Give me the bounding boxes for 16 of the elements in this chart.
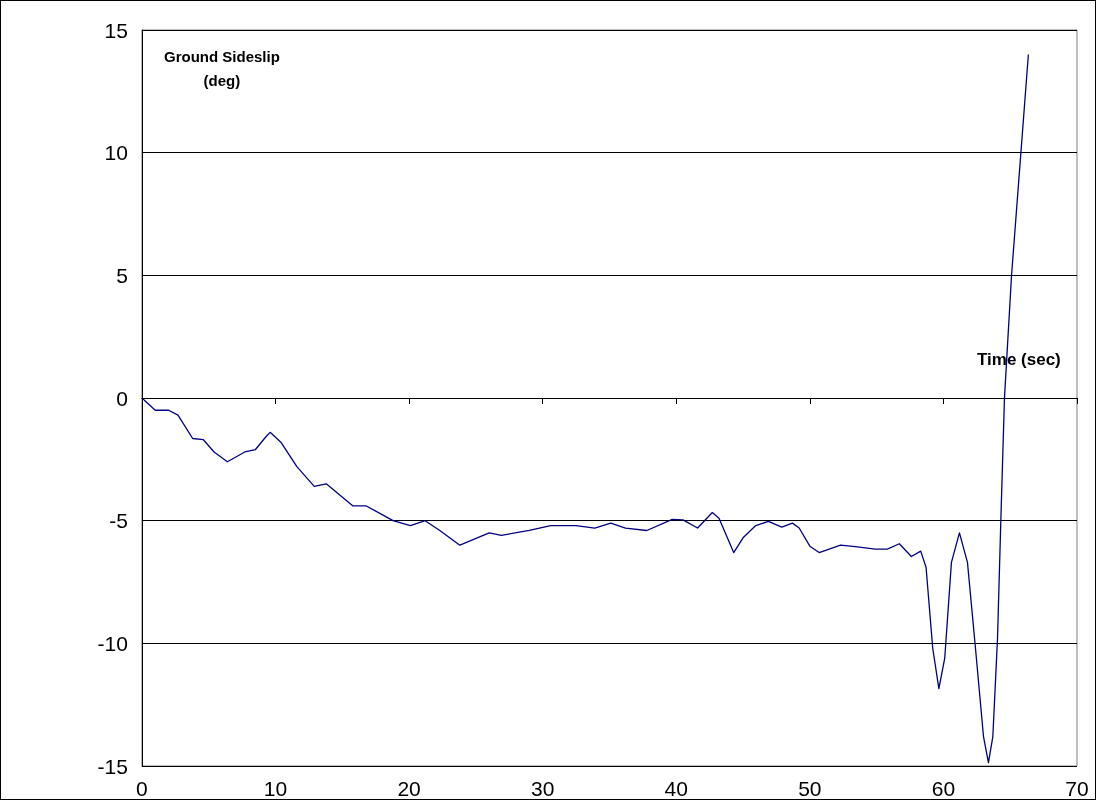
- x-tick-label: 60: [931, 777, 956, 800]
- x-tick-label: 20: [397, 777, 421, 800]
- y-tick-label: 0: [116, 386, 128, 410]
- y-tick-label: -15: [97, 754, 128, 778]
- y-tick-label: 10: [104, 141, 128, 165]
- y-tick-label: -10: [97, 631, 128, 655]
- x-tick-label: 70: [1065, 777, 1089, 800]
- x-tick-label: 30: [530, 777, 555, 800]
- x-tick-label: 50: [798, 777, 822, 800]
- x-tick-label: 0: [136, 777, 148, 800]
- x-tick-label: 10: [263, 777, 288, 800]
- y-tick-label: 5: [116, 263, 128, 287]
- x-tick-label: 40: [664, 777, 688, 800]
- y-axis-title: Ground Sideslip (deg): [164, 47, 280, 89]
- y-tick-label: 15: [104, 18, 128, 42]
- y-tick-label: -5: [109, 509, 128, 533]
